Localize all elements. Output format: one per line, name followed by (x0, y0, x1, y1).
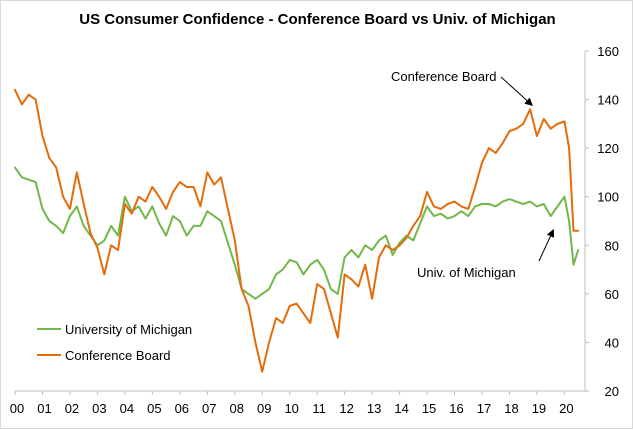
x-tick-label: 20 (559, 401, 573, 416)
x-tick-label: 09 (257, 401, 271, 416)
x-tick-label: 15 (422, 401, 436, 416)
y-tick-label: 100 (597, 190, 619, 205)
y-tick-label: 40 (605, 335, 619, 350)
annotation-univ-michigan: Univ. of Michigan (417, 265, 516, 280)
x-tick-label: 01 (37, 401, 51, 416)
annotation-conference-board: Conference Board (391, 69, 497, 84)
x-tick-label: 18 (504, 401, 518, 416)
x-tick-label: 16 (449, 401, 463, 416)
x-tick-label: 08 (230, 401, 244, 416)
x-tick-label: 13 (367, 401, 381, 416)
y-tick-label: 80 (605, 238, 619, 253)
x-tick-label: 00 (10, 401, 24, 416)
x-tick-label: 05 (147, 401, 161, 416)
michigan-series-line (14, 166, 580, 300)
annotation-arrow-conference-board (500, 76, 533, 106)
x-tick-label: 19 (532, 401, 546, 416)
x-tick-label: 10 (284, 401, 298, 416)
y-tick-label: 120 (597, 141, 619, 156)
chart-title: US Consumer Confidence - Conference Boar… (79, 11, 556, 28)
x-tick-label: 06 (175, 401, 189, 416)
annotation-arrow-univ-michigan (538, 228, 555, 262)
conference-board-series-line (14, 88, 580, 373)
y-tick-label: 60 (605, 287, 619, 302)
y-tick-label: 160 (597, 44, 619, 59)
x-tick-label: 07 (202, 401, 216, 416)
x-tick-label: 12 (339, 401, 353, 416)
legend-label-conference-board: Conference Board (65, 348, 171, 363)
x-tick-label: 14 (394, 401, 408, 416)
legend-label-michigan: University of Michigan (65, 322, 192, 337)
x-tick-label: 03 (92, 401, 106, 416)
y-tick-label: 20 (605, 384, 619, 399)
x-tick-label: 04 (120, 401, 134, 416)
x-tick-label: 02 (65, 401, 79, 416)
x-tick-label: 11 (312, 401, 326, 416)
x-tick-label: 17 (477, 401, 491, 416)
y-tick-label: 140 (597, 93, 619, 108)
